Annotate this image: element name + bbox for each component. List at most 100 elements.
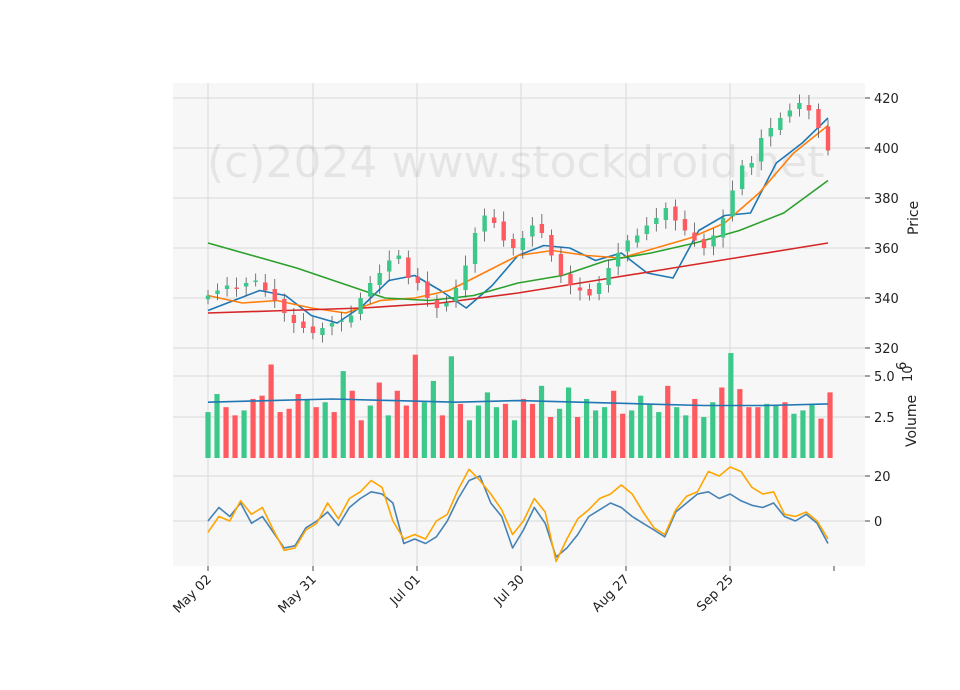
candle-body xyxy=(434,300,440,308)
volume-bar xyxy=(412,354,418,458)
volume-bar xyxy=(547,417,554,458)
candle-body xyxy=(720,218,726,238)
oscillator-tick-label: 20 xyxy=(874,470,891,485)
volume-bar xyxy=(277,412,283,458)
candle-body xyxy=(444,303,449,307)
volume-bar xyxy=(620,413,626,458)
volume-bar xyxy=(538,385,545,458)
volume-bar xyxy=(647,403,653,458)
volume-bar xyxy=(349,390,355,458)
volume-bar xyxy=(367,405,373,458)
candle-body xyxy=(339,320,344,322)
volume-bar xyxy=(439,415,445,458)
volume-bar xyxy=(827,392,833,458)
volume-panel xyxy=(173,348,865,458)
candle-body xyxy=(263,282,268,291)
volume-bar xyxy=(683,415,689,458)
volume-bar xyxy=(502,403,509,458)
candle-body xyxy=(453,288,459,302)
candle-body xyxy=(234,287,239,289)
candle-body xyxy=(358,298,363,314)
candle-body xyxy=(377,273,382,285)
volume-bar xyxy=(250,398,256,458)
candle-body xyxy=(654,218,659,224)
price-tick-label: 340 xyxy=(874,292,899,307)
candle-body xyxy=(472,233,478,264)
price-tick-label: 320 xyxy=(874,342,899,357)
volume-bar xyxy=(782,402,788,458)
volume-bar xyxy=(809,403,815,458)
candle-body xyxy=(577,287,583,291)
volume-bar xyxy=(746,407,752,458)
candle-body xyxy=(415,276,421,283)
volume-bar xyxy=(340,371,346,458)
volume-bar xyxy=(295,394,301,458)
candle-body xyxy=(568,274,573,286)
date-tick-label: Sep 25 xyxy=(694,572,737,615)
candle-body xyxy=(797,103,802,109)
volume-bar xyxy=(286,408,292,458)
volume-bar xyxy=(520,398,527,458)
candle-body xyxy=(301,321,306,328)
volume-bar xyxy=(331,412,337,458)
volume-bar xyxy=(818,418,824,458)
date-tick-label: May 02 xyxy=(171,572,215,616)
candle-body xyxy=(768,128,773,137)
volume-bar xyxy=(800,410,806,458)
volume-bar xyxy=(313,407,319,458)
volume-bar xyxy=(475,405,482,458)
volume-bar xyxy=(611,390,617,458)
volume-exponent-power: 6 xyxy=(895,362,910,370)
price-tick-label: 380 xyxy=(874,192,899,207)
volume-bar xyxy=(773,405,779,458)
candle-body xyxy=(491,217,497,223)
date-tick-label: Jul 01 xyxy=(387,572,424,609)
candle-body xyxy=(215,290,220,294)
oscillator-lines xyxy=(207,466,829,563)
volume-bar xyxy=(556,408,563,458)
volume-bar xyxy=(574,417,581,458)
candle-body xyxy=(558,254,564,276)
candle-body xyxy=(224,285,230,289)
volume-bar xyxy=(403,405,409,458)
price-tick-label: 420 xyxy=(874,92,899,107)
candle-body xyxy=(482,215,487,232)
price-panel xyxy=(173,83,865,348)
candle-body xyxy=(692,232,697,241)
candle-body xyxy=(520,238,525,250)
candle-body xyxy=(367,283,373,297)
volume-bar xyxy=(565,387,572,458)
candle-body xyxy=(635,235,640,243)
candle-body xyxy=(253,280,258,282)
volume-axis-title: Volume xyxy=(904,395,920,447)
candle-body xyxy=(625,240,630,252)
volume-bar xyxy=(511,420,518,458)
candle-body xyxy=(243,283,249,287)
candle-body xyxy=(320,328,325,335)
volume-bar xyxy=(394,390,400,458)
candle-body xyxy=(749,163,754,168)
candle-body xyxy=(463,265,468,290)
volume-bar xyxy=(593,410,599,458)
volume-bar xyxy=(430,380,436,458)
volume-bar xyxy=(529,403,536,458)
volume-bar xyxy=(764,403,770,458)
candle-body xyxy=(205,295,211,300)
candle-body xyxy=(272,289,277,301)
candle-body xyxy=(310,326,316,333)
volume-bar xyxy=(259,395,265,458)
date-tick-label: Jul 30 xyxy=(491,572,528,609)
candle-body xyxy=(682,219,688,231)
watermark-text: (c)2024 www.stockdroid.net xyxy=(207,137,824,188)
oscillator-panel xyxy=(173,458,865,566)
candle-body xyxy=(816,109,821,128)
volume-bar xyxy=(791,413,797,458)
volume-bar xyxy=(322,402,328,458)
volume-bar xyxy=(692,398,698,458)
candle-body xyxy=(663,208,669,220)
oscillator-line-1 xyxy=(207,475,829,558)
volume-bar xyxy=(719,387,725,458)
candle-body xyxy=(511,239,516,248)
candle-body xyxy=(596,283,602,294)
